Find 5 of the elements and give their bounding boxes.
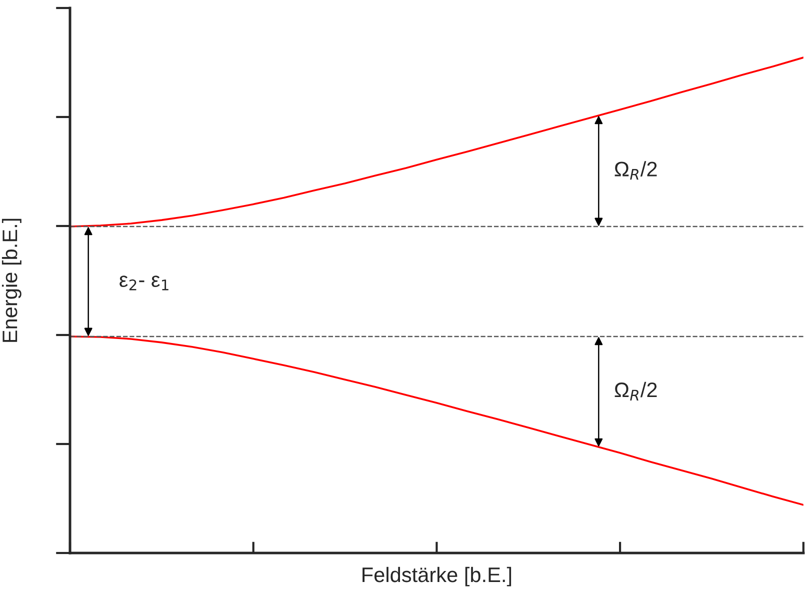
x-axis-title: Feldstärke [b.E.] xyxy=(362,566,512,586)
y-axis-title: Energie [b.E.] xyxy=(2,218,22,342)
annotation: Ω$_{R}$/2 xyxy=(614,161,657,180)
annotation: Ω$_{R}$/2 xyxy=(614,382,657,400)
annotation: ε$_{2}$- ε$_{1}$ xyxy=(120,276,168,290)
